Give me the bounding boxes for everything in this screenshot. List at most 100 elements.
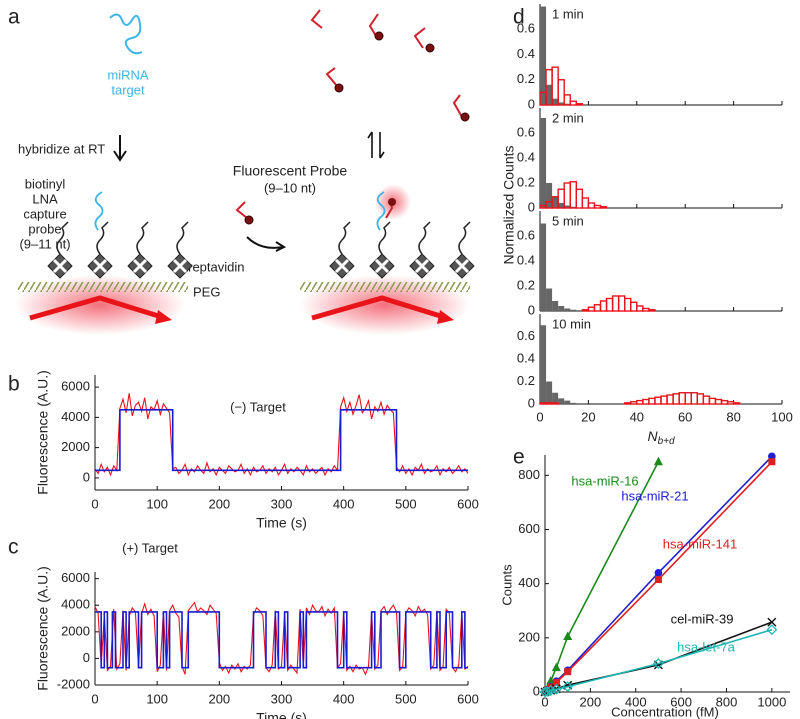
light-path	[311, 295, 448, 321]
hist-bar	[564, 308, 571, 311]
panel-label: e	[513, 446, 525, 469]
label: hybridize at RT	[18, 141, 105, 156]
series-label: hsa-miR-21	[621, 488, 688, 503]
hist-bar	[551, 402, 559, 405]
marker	[551, 662, 561, 672]
hist-bar	[630, 401, 638, 405]
hist-bar	[545, 402, 553, 405]
hist-bar	[540, 325, 547, 404]
y-tick-label: 0	[528, 199, 535, 214]
marker	[767, 617, 777, 627]
x-tick-label: 0	[91, 496, 98, 511]
hist-bar	[546, 381, 553, 404]
y-tick-label: 0.4	[517, 149, 535, 164]
label: biotinyl	[25, 176, 66, 191]
peg-layer	[300, 282, 470, 292]
probe	[368, 13, 379, 37]
y-axis-label: Fluorescence (A.U.)	[35, 566, 51, 690]
hist-bar	[552, 392, 559, 404]
hist-bar	[575, 103, 584, 106]
y-tick-label: 600	[518, 521, 540, 536]
hist-bar	[702, 395, 711, 405]
capture-strand	[136, 221, 149, 255]
trace	[95, 611, 468, 669]
chart-title: (+) Target	[122, 540, 178, 555]
trace	[95, 409, 468, 472]
streptavidin-group	[47, 191, 475, 279]
streptavidin-mark	[454, 258, 470, 274]
y-tick-label: 400	[518, 575, 540, 590]
equilibrium-arrow	[367, 131, 385, 159]
hist-bar	[552, 98, 559, 105]
x-tick-label: 0	[541, 694, 548, 709]
x-axis-label: Nb+d	[647, 428, 675, 447]
hist-bar	[636, 305, 644, 312]
y-tick-label: 800	[518, 467, 540, 482]
arrow	[246, 236, 287, 252]
hist-bar	[605, 297, 614, 312]
y-tick-label: -2000	[57, 676, 90, 691]
probe	[325, 67, 338, 87]
y-tick-label: 4000	[61, 409, 90, 424]
y-tick-label: 0.4	[517, 46, 535, 61]
y-tick-label: 0.2	[517, 277, 535, 292]
x-tick-label: 0	[91, 691, 98, 706]
hist-bar	[587, 306, 596, 312]
y-tick-label: 0.4	[517, 350, 535, 365]
hist-bar	[557, 79, 565, 106]
hist-bar	[696, 393, 705, 405]
arrow	[113, 135, 127, 162]
marker	[654, 569, 663, 577]
hist-bar	[624, 402, 632, 405]
marker	[768, 452, 776, 461]
streptavidin-mark	[132, 258, 148, 274]
hist-bar	[563, 182, 571, 209]
hist-bar	[552, 196, 559, 208]
x-axis-label: Time (s)	[256, 710, 307, 719]
x-tick-label: 20	[581, 409, 595, 424]
marker	[539, 686, 551, 698]
panel-label: d	[513, 6, 525, 29]
dye	[388, 198, 396, 206]
marker	[653, 456, 663, 466]
hist-bar	[569, 100, 577, 106]
streptavidin-mark	[414, 258, 430, 274]
panel-title: 5 min	[552, 213, 584, 228]
hist-bar	[540, 223, 547, 311]
label: target	[111, 82, 145, 97]
x-tick-label: 600	[457, 496, 479, 511]
dye	[374, 31, 384, 41]
x-tick-label: 1000	[757, 694, 786, 709]
hist-bar	[636, 399, 644, 405]
hist-bar	[539, 402, 547, 405]
capture-strand	[96, 221, 109, 255]
arrowhead	[155, 310, 172, 324]
y-axis-label: Fluorescence (A.U.)	[35, 370, 51, 494]
probe	[235, 201, 248, 219]
hist-bar	[569, 181, 577, 209]
x-tick-label: 300	[271, 496, 293, 511]
hist-bar	[581, 197, 590, 209]
x-tick-label: 800	[716, 694, 738, 709]
hist-bar	[666, 394, 674, 405]
hist-bar	[587, 202, 596, 209]
mirna-strand	[94, 191, 104, 231]
panel-title: 2 min	[552, 110, 584, 125]
hist-bar	[570, 309, 577, 311]
y-tick-label: 6000	[61, 570, 90, 585]
mirna-strand	[376, 191, 386, 231]
dye	[334, 83, 344, 93]
dye	[425, 43, 435, 53]
x-tick-label: 100	[146, 691, 168, 706]
series-label: hsa-miR-141	[663, 536, 737, 551]
panel-label: a	[8, 6, 20, 29]
arrowhead	[437, 310, 454, 324]
hist-bar	[726, 401, 735, 405]
x-tick-label: 40	[630, 409, 644, 424]
hist-bar	[617, 295, 626, 312]
x-axis-label-main: N	[647, 428, 658, 444]
x-tick-label: 100	[146, 496, 168, 511]
dye	[460, 112, 470, 122]
